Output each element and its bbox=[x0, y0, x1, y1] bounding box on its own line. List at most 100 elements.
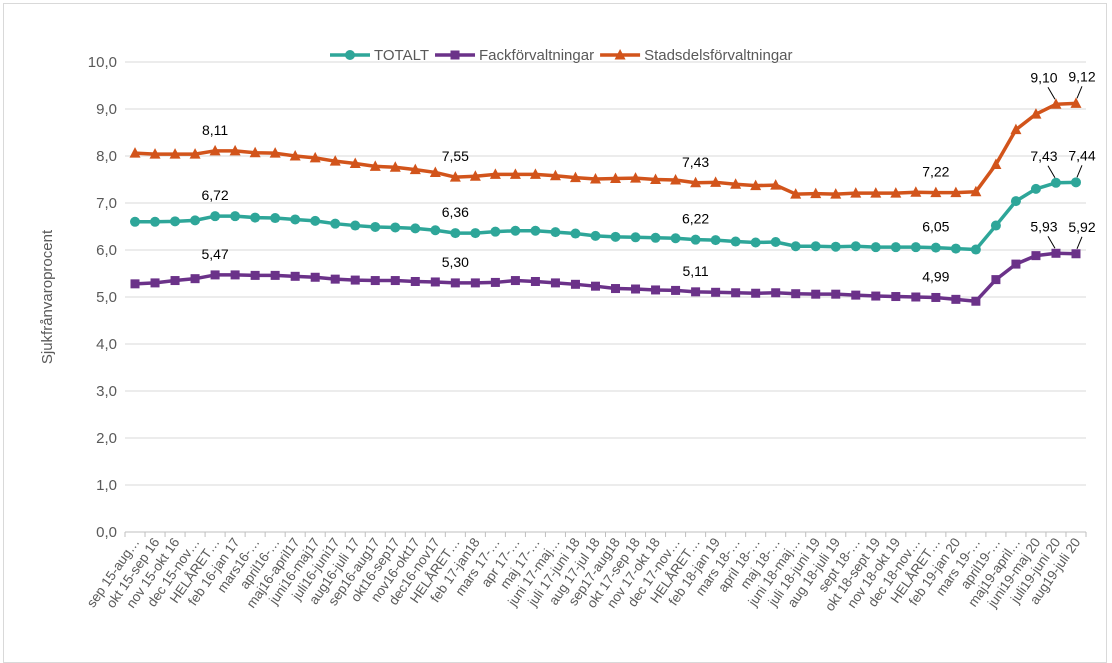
stadsdelsf-rvaltningar-point bbox=[469, 170, 481, 181]
totalt-point bbox=[150, 216, 161, 227]
totalt-point bbox=[810, 241, 821, 252]
totalt-point bbox=[970, 244, 981, 255]
fackf-rvaltningar-point bbox=[390, 276, 400, 286]
y-tick-label: 4,0 bbox=[96, 336, 117, 353]
totalt-point bbox=[530, 225, 541, 236]
data-label: 6,05 bbox=[922, 219, 949, 235]
data-label: 9,10 bbox=[1030, 69, 1057, 85]
stadsdelsf-rvaltningar-point bbox=[750, 179, 762, 191]
totalt-point bbox=[870, 242, 881, 253]
stadsdelsf-rvaltningar-point bbox=[950, 186, 962, 198]
stadsdelsf-rvaltningar-point bbox=[369, 160, 381, 171]
y-tick-label: 2,0 bbox=[96, 430, 117, 447]
fackf-rvaltningar-point bbox=[671, 285, 681, 295]
data-label: 7,43 bbox=[682, 154, 709, 170]
label-leader-line bbox=[1047, 87, 1056, 100]
series-totalt bbox=[130, 177, 1081, 255]
stadsdelsf-rvaltningar-point bbox=[710, 176, 722, 187]
fackf-rvaltningar-point bbox=[1051, 248, 1061, 258]
data-label: 7,43 bbox=[1030, 148, 1057, 164]
legend-item-fackf-rvaltningar: Fackförvaltningar bbox=[435, 47, 594, 64]
fackf-rvaltningar-point bbox=[350, 275, 360, 285]
totalt-point bbox=[730, 236, 741, 247]
totalt-point bbox=[390, 222, 401, 233]
y-axis-label: Sjukfrånvaroprocent bbox=[39, 229, 56, 364]
y-tick-label: 8,0 bbox=[96, 148, 117, 165]
stadsdelsf-rvaltningar-point bbox=[309, 151, 321, 163]
stadsdelsf-rvaltningar-point bbox=[770, 179, 782, 190]
fackf-rvaltningar-point bbox=[811, 289, 821, 299]
totalt-point bbox=[190, 215, 201, 226]
stadsdelsf-rvaltningar-point bbox=[970, 185, 982, 197]
totalt-point bbox=[270, 213, 281, 224]
stadsdelsf-rvaltningar-point bbox=[269, 147, 281, 158]
fackf-rvaltningar-point bbox=[250, 270, 260, 280]
totalt-point bbox=[630, 232, 641, 243]
y-tick-label: 0,0 bbox=[96, 524, 117, 541]
stadsdelsf-rvaltningar-point bbox=[189, 148, 201, 159]
fackf-rvaltningar-point bbox=[651, 285, 661, 295]
stadsdelsf-rvaltningar-point bbox=[569, 171, 581, 183]
stadsdelsf-rvaltningar-point bbox=[549, 169, 561, 181]
stadsdelsf-rvaltningar-point bbox=[589, 173, 601, 184]
totalt-point bbox=[790, 241, 801, 252]
fackf-rvaltningar-point bbox=[230, 270, 240, 280]
data-labels: 8,11 7,55 7,43 7,22 9,10 9,12 6,72 6,36 6,22 6,05… bbox=[201, 68, 1095, 284]
legend-label: Fackförvaltningar bbox=[479, 47, 594, 64]
fackf-rvaltningar-point bbox=[751, 288, 761, 298]
fackf-rvaltningar-point bbox=[971, 296, 981, 306]
fackf-rvaltningar-point bbox=[150, 278, 160, 288]
fackf-rvaltningar-point bbox=[450, 278, 460, 288]
stadsdelsf-rvaltningar-point bbox=[1030, 108, 1042, 119]
totalt-point bbox=[950, 243, 961, 254]
stadsdelsf-rvaltningar-point bbox=[149, 148, 161, 159]
totalt-point bbox=[990, 220, 1001, 231]
y-tick-label: 3,0 bbox=[96, 383, 117, 400]
fackf-rvaltningar-point bbox=[1031, 251, 1041, 261]
stadsdelsf-rvaltningar-point bbox=[349, 157, 361, 169]
data-label: 5,11 bbox=[682, 263, 708, 279]
fackf-rvaltningar-point bbox=[891, 292, 901, 302]
fackf-rvaltningar-point bbox=[550, 278, 560, 288]
stadsdelsf-rvaltningar-point bbox=[930, 186, 942, 198]
stadsdelsf-rvaltningar-point bbox=[249, 146, 261, 158]
fackf-rvaltningar-point bbox=[991, 275, 1001, 285]
stadsdelsf-rvaltningar-point bbox=[289, 150, 301, 161]
stadsdelsf-rvaltningar-point bbox=[409, 163, 421, 175]
stadsdelsf-rvaltningar-point bbox=[670, 173, 682, 185]
y-tick-label: 1,0 bbox=[96, 477, 117, 494]
legend: TOTALT Fackförvaltningar Stadsdelsförvaltn… bbox=[330, 47, 793, 64]
stadsdelsf-rvaltningar-point bbox=[169, 148, 181, 159]
stadsdelsf-rvaltningar-point bbox=[1050, 98, 1062, 109]
data-label: 9,12 bbox=[1068, 68, 1095, 84]
y-tick-label: 10,0 bbox=[88, 54, 117, 71]
fackf-rvaltningar-point bbox=[310, 272, 320, 282]
fackf-rvaltningar-point bbox=[951, 294, 961, 304]
stadsdelsf-rvaltningar-point bbox=[329, 155, 341, 166]
fackf-rvaltningar-point bbox=[210, 270, 220, 280]
fackf-rvaltningar-point bbox=[631, 284, 641, 294]
totalt-point bbox=[910, 242, 921, 253]
totalt-point bbox=[210, 211, 221, 222]
totalt-point bbox=[650, 232, 661, 243]
totalt-point bbox=[1070, 177, 1081, 188]
stadsdelsf-rvaltningar-point bbox=[209, 144, 221, 156]
totalt-point bbox=[470, 228, 481, 239]
data-label: 5,47 bbox=[201, 246, 228, 262]
stadsdelsf-rvaltningar-point bbox=[830, 188, 842, 199]
totalt-point bbox=[430, 225, 441, 236]
data-label: 4,99 bbox=[922, 268, 949, 284]
fackf-rvaltningar-point bbox=[871, 291, 881, 301]
fackf-rvaltningar-point bbox=[290, 271, 300, 281]
fackf-rvaltningar-point bbox=[1071, 249, 1081, 259]
fackf-rvaltningar-point bbox=[330, 274, 340, 284]
fackf-rvaltningar-point bbox=[270, 270, 280, 280]
totalt-point bbox=[550, 227, 561, 238]
y-tick-label: 9,0 bbox=[96, 101, 117, 118]
totalt-point bbox=[610, 231, 621, 242]
legend-label: Stadsdelsförvaltningar bbox=[644, 47, 792, 64]
fackf-rvaltningar-point bbox=[771, 288, 781, 298]
totalt-point bbox=[690, 234, 701, 245]
fackf-rvaltningar-point bbox=[410, 276, 420, 286]
